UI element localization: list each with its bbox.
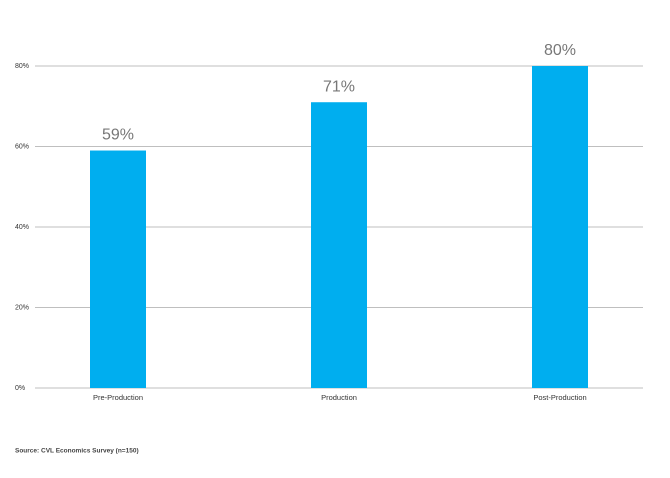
x-tick-label: Pre-Production: [93, 393, 143, 402]
x-tick-label: Post-Production: [533, 393, 586, 402]
y-tick-label: 60%: [15, 143, 29, 150]
value-label: 71%: [323, 78, 355, 95]
x-tick-label: Production: [321, 393, 357, 402]
bar: [311, 102, 367, 388]
bar: [90, 150, 146, 388]
source-note: Source: CVL Economics Survey (n=150): [15, 448, 139, 455]
bar: [532, 66, 588, 388]
value-label: 80%: [544, 42, 576, 59]
y-tick-label: 20%: [15, 304, 29, 311]
y-tick-label: 80%: [15, 63, 29, 70]
value-label: 59%: [102, 127, 134, 144]
y-tick-label: 0%: [15, 385, 25, 392]
y-tick-label: 40%: [15, 224, 29, 231]
